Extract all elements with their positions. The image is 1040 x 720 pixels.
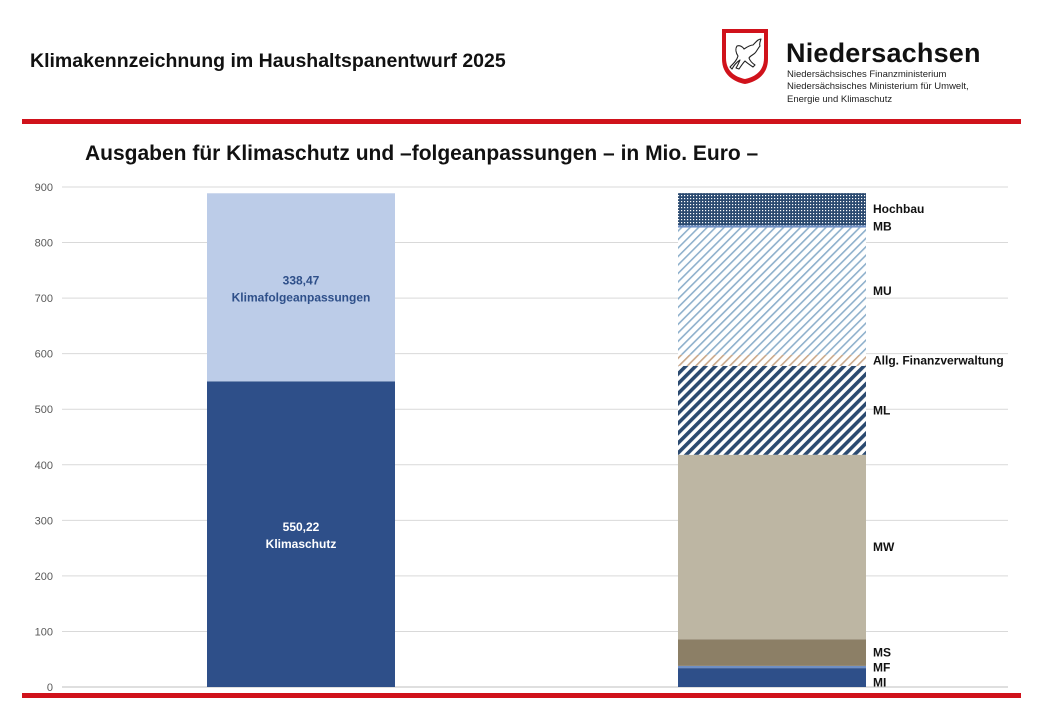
y-tick-label: 300 [35, 515, 53, 527]
brand-name: Niedersachsen [786, 38, 981, 68]
y-tick-label: 900 [35, 182, 53, 194]
bar-segment [678, 225, 866, 228]
y-tick-label: 600 [35, 349, 53, 361]
category-label: Allg. Finanzverwaltung [873, 353, 1004, 367]
bar-segment [207, 193, 395, 382]
bar-segment [207, 381, 395, 687]
category-label: MU [873, 284, 892, 298]
data-label: 338,47 [283, 273, 320, 287]
bar-segment [678, 454, 866, 640]
y-tick-label: 0 [47, 682, 53, 694]
bar-segment [678, 193, 866, 226]
y-tick-label: 400 [35, 460, 53, 472]
header-divider [22, 119, 1021, 124]
ministries-block: Niedersächsisches Finanzministerium Nied… [787, 69, 969, 106]
y-tick-label: 700 [35, 293, 53, 305]
segment-name-label: Klimafolgeanpassungen [232, 290, 371, 304]
category-label: MF [873, 661, 890, 675]
y-tick-label: 200 [35, 571, 53, 583]
bar-segment [678, 365, 866, 455]
chart-title: Ausgaben für Klimaschutz und –folgeanpas… [85, 142, 759, 165]
category-label: MW [873, 540, 895, 554]
bar-segment [678, 639, 866, 666]
category-label: MI [873, 676, 886, 690]
ministry-line: Niedersächsisches Ministerium für Umwelt… [787, 81, 969, 93]
bar-segment [678, 354, 866, 366]
category-label: MS [873, 646, 891, 660]
segment-name-label: Klimaschutz [266, 537, 337, 551]
bar-segment [678, 665, 866, 669]
bar-segment [678, 227, 866, 355]
category-label: MB [873, 219, 892, 233]
lower-saxony-horse-logo [722, 29, 768, 84]
category-label: Hochbau [873, 202, 924, 216]
category-label: ML [873, 403, 890, 417]
page-title: Klimakennzeichnung im Haushaltspanentwur… [30, 50, 506, 72]
footer-divider [22, 693, 1021, 698]
data-label: 550,22 [283, 520, 320, 534]
y-tick-label: 500 [35, 404, 53, 416]
ministry-line: Energie und Klimaschutz [787, 93, 893, 105]
y-tick-label: 100 [35, 626, 53, 638]
ministry-line: Niedersächsisches Finanzministerium [787, 69, 947, 80]
y-tick-label: 800 [35, 238, 53, 250]
bar-segment [678, 668, 866, 687]
